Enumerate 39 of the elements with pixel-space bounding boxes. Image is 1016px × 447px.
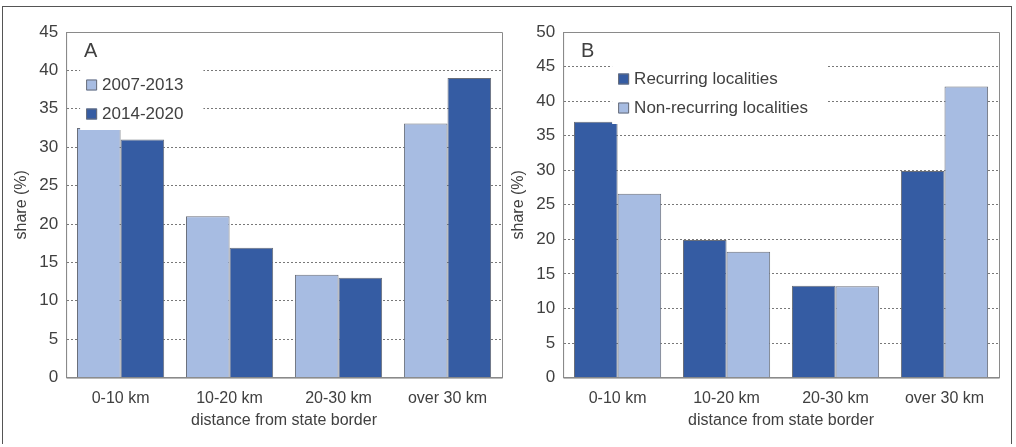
x-tick-label: 0-10 km (588, 388, 647, 406)
legend-label: 2007-2013 (102, 75, 184, 95)
x-tick-label: over 30 km (407, 388, 488, 406)
x-tick-label: over 30 km (904, 388, 985, 406)
x-axis-title: distance from state border (688, 410, 875, 428)
x-axis-title: distance from state border (191, 410, 378, 428)
y-tick-label: 30 (536, 159, 556, 179)
y-tick-label: 30 (39, 136, 59, 156)
y-tick-label: 20 (39, 213, 59, 233)
chart-title: B (581, 38, 595, 61)
y-tick-label: 45 (536, 56, 556, 76)
y-tick-label: 0 (545, 367, 556, 387)
legend-label: Recurring localities (634, 69, 778, 89)
y-tick-label: 40 (536, 90, 556, 110)
x-tick-label: 10-20 km (196, 388, 263, 406)
y-tick-label: 50 (536, 21, 556, 41)
y-tick-label: 5 (545, 332, 556, 352)
y-tick-label: 5 (48, 328, 59, 348)
legend-label: 2014-2020 (102, 104, 184, 124)
y-tick-label: 20 (536, 229, 556, 249)
y-tick-label: 10 (536, 298, 556, 318)
x-tick-label: 20-30 km (802, 388, 869, 406)
y-tick-label: 25 (39, 175, 59, 195)
x-tick-label: 0-10 km (91, 388, 150, 406)
legend-label: Non-recurring localities (634, 98, 808, 118)
y-axis-title: share (%) (12, 170, 30, 240)
y-tick-label: 15 (536, 263, 556, 283)
y-tick-label: 25 (536, 194, 556, 214)
y-tick-label: 35 (536, 125, 556, 145)
x-tick-label: 20-30 km (305, 388, 372, 406)
y-tick-label: 40 (39, 60, 59, 80)
y-tick-label: 15 (39, 252, 59, 272)
y-tick-label: 10 (39, 290, 59, 310)
x-tick-label: 10-20 km (693, 388, 760, 406)
y-tick-label: 0 (48, 367, 59, 387)
chart-title: A (84, 38, 99, 61)
y-axis-title: share (%) (509, 170, 527, 240)
y-tick-label: 35 (39, 98, 59, 118)
y-tick-label: 45 (39, 21, 59, 41)
